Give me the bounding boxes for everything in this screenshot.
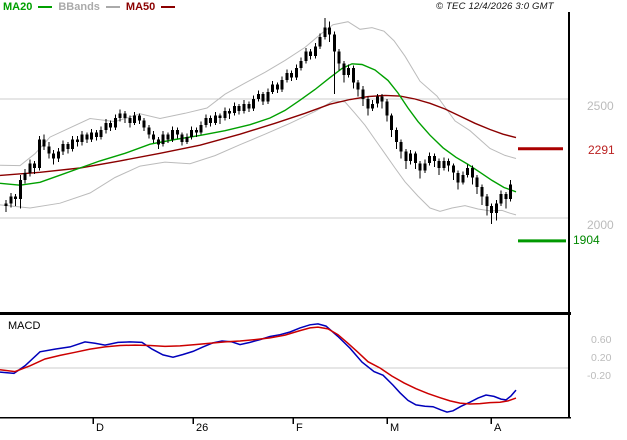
legend-ma20-label: MA20: [3, 1, 33, 13]
legend: MA20 BBands MA50: [3, 1, 176, 13]
legend-bbands-label: BBands: [58, 1, 100, 13]
bbands-line-swatch-icon: [105, 6, 120, 8]
macd-panel-title: MACD: [8, 320, 41, 332]
legend-ma50-label: MA50: [125, 1, 156, 13]
copyright-text: © TEC 12/4/2026 3:0 GMT: [436, 1, 554, 12]
ma50-line-swatch-icon: [161, 6, 176, 8]
ma20-line-swatch-icon: [38, 6, 53, 8]
